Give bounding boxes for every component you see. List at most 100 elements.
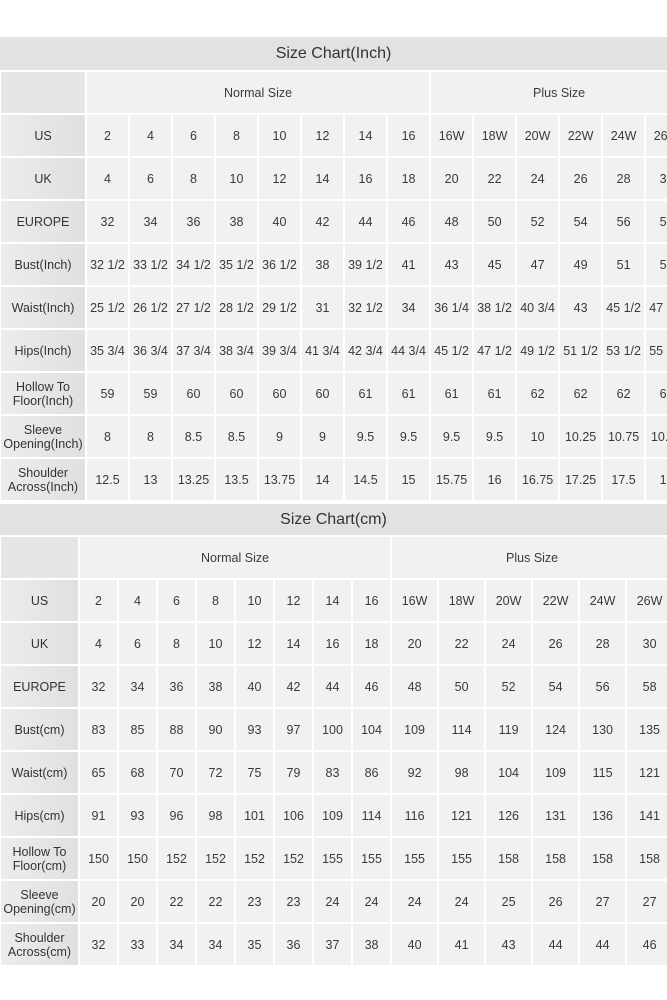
size-cell: 14.5 (345, 459, 386, 500)
size-cell: 31 (302, 287, 343, 328)
row-label: Shoulder Across(Inch) (1, 459, 85, 500)
size-cell: 47 1/2 (646, 287, 667, 328)
corner-cell (1, 72, 85, 113)
size-cell: 37 (314, 924, 351, 965)
size-cell: 20 (80, 881, 117, 922)
size-cell: 61 (474, 373, 516, 414)
size-cell: 24 (392, 881, 438, 922)
size-cell: 24 (517, 158, 559, 199)
size-cell: 36 (158, 666, 195, 707)
size-cell: 24 (314, 881, 351, 922)
size-cell: 39 3/4 (259, 330, 300, 371)
size-chart-cm: Size Chart(cm) Normal Size Plus Size US 2 4 6 8… (0, 504, 667, 967)
size-cell: 34 (119, 666, 156, 707)
size-cell: 23 (275, 881, 312, 922)
size-cell: 14 (302, 158, 343, 199)
size-cell: 25 (486, 881, 532, 922)
size-cell: 45 1/2 (431, 330, 473, 371)
size-cell: 53 1/2 (603, 330, 645, 371)
size-cell: 101 (236, 795, 273, 836)
size-cell: 4 (130, 115, 171, 156)
row-label: Bust(Inch) (1, 244, 85, 285)
size-cell: 22 (158, 881, 195, 922)
size-cell: 30 (646, 158, 667, 199)
size-cell: 56 (603, 201, 645, 242)
size-cell: 83 (80, 709, 117, 750)
size-cell: 23 (236, 881, 273, 922)
size-cell: 158 (533, 838, 579, 879)
size-cell: 12 (236, 623, 273, 664)
size-cell: 14 (302, 459, 343, 500)
size-cell: 4 (119, 580, 156, 621)
size-cell: 49 (560, 244, 602, 285)
size-cell: 16 (353, 580, 391, 621)
size-cell: 135 (627, 709, 667, 750)
size-cell: 16 (345, 158, 386, 199)
size-cell: 16 (388, 115, 430, 156)
size-cell: 26W (646, 115, 667, 156)
size-cell: 10.25 (560, 416, 602, 457)
size-cell: 158 (627, 838, 667, 879)
size-cell: 90 (197, 709, 234, 750)
size-cell: 32 1/2 (345, 287, 386, 328)
size-cell: 91 (80, 795, 117, 836)
table-row: Waist(Inch) 25 1/2 26 1/2 27 1/2 28 1/2 29 1/… (1, 287, 667, 328)
size-cell: 93 (119, 795, 156, 836)
size-cell: 62 (560, 373, 602, 414)
row-label: Hips(Inch) (1, 330, 85, 371)
row-label: Sleeve Opening(cm) (1, 881, 78, 922)
size-cell: 150 (80, 838, 117, 879)
size-cell: 41 3/4 (302, 330, 343, 371)
size-cell: 88 (158, 709, 195, 750)
size-cell: 8 (197, 580, 234, 621)
size-cell: 40 (236, 666, 273, 707)
size-cell: 131 (533, 795, 579, 836)
size-cell: 37 3/4 (173, 330, 214, 371)
table-row: Shoulder Across(cm) 32 33 34 34 35 36 37 38 40 41 4… (1, 924, 667, 965)
size-cell: 14 (345, 115, 386, 156)
size-cell: 44 (580, 924, 626, 965)
size-cell: 150 (119, 838, 156, 879)
size-cell: 43 (431, 244, 473, 285)
size-cell: 114 (353, 795, 391, 836)
size-cell: 18W (439, 580, 485, 621)
size-cell: 155 (353, 838, 391, 879)
size-cell: 54 (560, 201, 602, 242)
size-cell: 40 (259, 201, 300, 242)
size-cell: 36 3/4 (130, 330, 171, 371)
size-cell: 106 (275, 795, 312, 836)
size-cell: 51 (603, 244, 645, 285)
size-cell: 33 1/2 (130, 244, 171, 285)
size-cell: 13.5 (216, 459, 257, 500)
size-cell: 38 1/2 (474, 287, 516, 328)
row-label: Waist(Inch) (1, 287, 85, 328)
row-label: UK (1, 623, 78, 664)
size-cell: 13.75 (259, 459, 300, 500)
size-cell: 51 1/2 (560, 330, 602, 371)
size-cell: 36 1/2 (259, 244, 300, 285)
size-cell: 44 3/4 (388, 330, 430, 371)
size-cell: 158 (486, 838, 532, 879)
group-plus-size: Plus Size (431, 72, 667, 113)
table-row: Hips(Inch) 35 3/4 36 3/4 37 3/4 38 3/4 39 3/4… (1, 330, 667, 371)
size-cell: 50 (474, 201, 516, 242)
size-cell: 24 (486, 623, 532, 664)
row-label: Waist(cm) (1, 752, 78, 793)
group-plus-size: Plus Size (392, 537, 667, 578)
size-cell: 10 (259, 115, 300, 156)
size-cell: 34 (158, 924, 195, 965)
row-label: Hips(cm) (1, 795, 78, 836)
size-cell: 10.75 (603, 416, 645, 457)
size-cell: 34 (130, 201, 171, 242)
size-cell: 9.5 (345, 416, 386, 457)
size-cell: 4 (80, 623, 117, 664)
size-cell: 72 (197, 752, 234, 793)
size-cell: 83 (314, 752, 351, 793)
size-cell: 20 (431, 158, 473, 199)
size-cell: 100 (314, 709, 351, 750)
size-cell: 45 (474, 244, 516, 285)
size-cell: 16 (314, 623, 351, 664)
size-cell: 4 (87, 158, 128, 199)
size-cell: 136 (580, 795, 626, 836)
table-row: Hips(cm) 91 93 96 98 101 106 109 114 116 121 126 131… (1, 795, 667, 836)
